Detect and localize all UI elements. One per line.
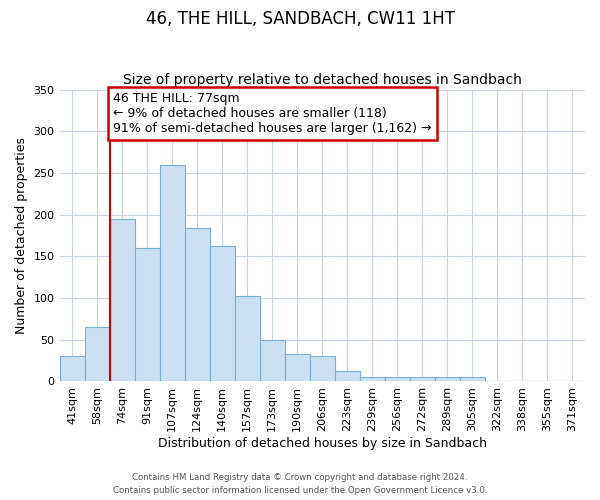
Bar: [160, 164, 185, 382]
Title: Size of property relative to detached houses in Sandbach: Size of property relative to detached ho…: [123, 73, 522, 87]
Bar: [335, 372, 360, 382]
Bar: [110, 219, 134, 382]
Bar: [59, 356, 85, 382]
Bar: [435, 378, 460, 382]
Bar: [310, 356, 335, 382]
Bar: [185, 228, 209, 382]
Y-axis label: Number of detached properties: Number of detached properties: [15, 137, 28, 334]
Bar: [285, 354, 310, 382]
Bar: [260, 340, 285, 382]
Bar: [85, 327, 110, 382]
Bar: [209, 246, 235, 382]
Bar: [410, 378, 435, 382]
Bar: [360, 378, 385, 382]
Bar: [560, 380, 585, 382]
X-axis label: Distribution of detached houses by size in Sandbach: Distribution of detached houses by size …: [158, 437, 487, 450]
Text: Contains HM Land Registry data © Crown copyright and database right 2024.
Contai: Contains HM Land Registry data © Crown c…: [113, 474, 487, 495]
Text: 46 THE HILL: 77sqm
← 9% of detached houses are smaller (118)
91% of semi-detache: 46 THE HILL: 77sqm ← 9% of detached hous…: [113, 92, 432, 135]
Text: 46, THE HILL, SANDBACH, CW11 1HT: 46, THE HILL, SANDBACH, CW11 1HT: [146, 10, 455, 28]
Bar: [235, 296, 260, 382]
Bar: [460, 378, 485, 382]
Bar: [134, 248, 160, 382]
Bar: [385, 378, 410, 382]
